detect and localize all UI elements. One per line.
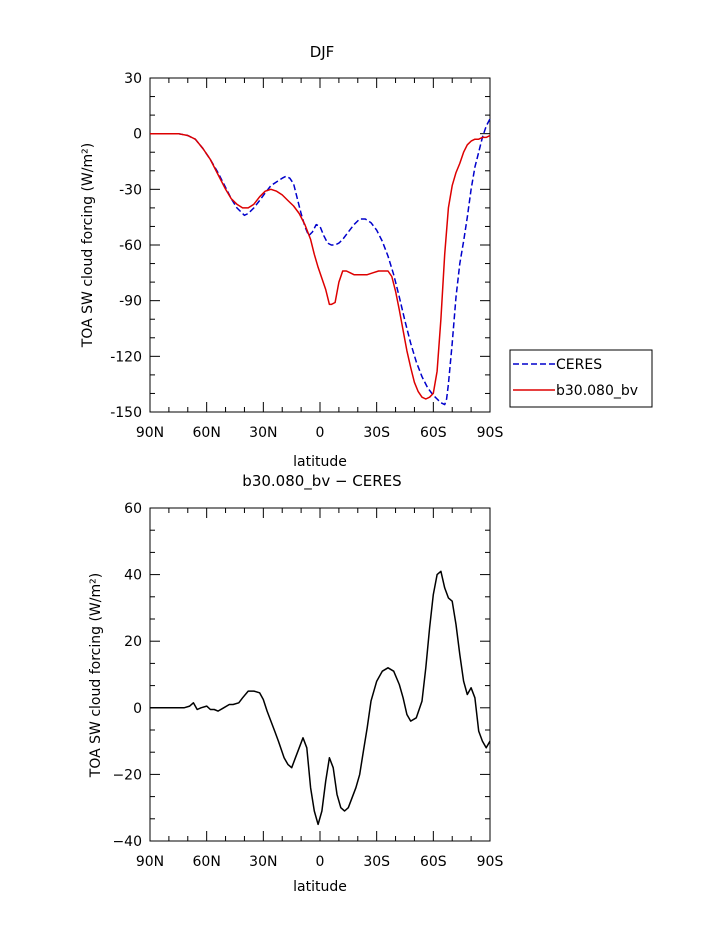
x-tick-label: 60S bbox=[420, 425, 447, 441]
y-tick-label: 60 bbox=[124, 501, 142, 517]
x-tick-label: 0 bbox=[316, 425, 325, 441]
series-line-b30-080-bv bbox=[150, 132, 491, 400]
bottom-ticks bbox=[149, 507, 491, 842]
y-tick-label: −20 bbox=[112, 767, 142, 783]
top-x-axis-label: latitude bbox=[293, 454, 347, 470]
y-tick-label: -120 bbox=[110, 349, 142, 365]
bottom-plot-frame bbox=[149, 507, 491, 842]
y-tick-label: 0 bbox=[133, 127, 142, 143]
x-tick-label: 30S bbox=[363, 425, 390, 441]
legend-label-b30: b30.080_bv bbox=[556, 383, 638, 399]
x-tick-label: 0 bbox=[316, 854, 325, 870]
bottom-y-axis-label: TOA SW cloud forcing (W/m²) bbox=[88, 573, 104, 778]
top-chart-title: DJF bbox=[310, 43, 335, 61]
y-tick-label: -60 bbox=[119, 238, 142, 254]
legend-box bbox=[509, 349, 653, 408]
top-ticks bbox=[149, 77, 491, 413]
y-tick-label: 30 bbox=[124, 71, 142, 87]
x-tick-label: 30N bbox=[249, 854, 277, 870]
series-line-ceres bbox=[150, 118, 491, 406]
top-y-axis-label: TOA SW cloud forcing (W/m²) bbox=[80, 143, 96, 348]
bottom-x-axis-label: latitude bbox=[293, 879, 347, 895]
y-tick-label: -150 bbox=[110, 405, 142, 421]
x-tick-label: 90S bbox=[477, 425, 504, 441]
x-tick-label: 90S bbox=[477, 854, 504, 870]
y-tick-label: −40 bbox=[112, 834, 142, 850]
bottom-panel: b30.080_bv − CERES 90N 60N 30N 0 30S 60S 90S −… bbox=[88, 472, 503, 895]
bottom-chart-title: b30.080_bv − CERES bbox=[242, 472, 401, 491]
top-x-tick-labels: 90N 60N 30N 0 30S 60S 90S bbox=[136, 425, 504, 441]
top-panel: DJF 90N 60N 30N 0 30S 60S 90S -150 -120 -90 -60 -3… bbox=[80, 43, 653, 470]
x-tick-label: 90N bbox=[136, 425, 164, 441]
top-series-lines bbox=[150, 118, 491, 406]
top-legend: CERES b30.080_bv bbox=[509, 349, 653, 408]
y-tick-label: -90 bbox=[119, 294, 142, 310]
bottom-y-tick-labels: −40 −20 0 20 40 60 bbox=[112, 501, 142, 850]
y-tick-label: 40 bbox=[124, 568, 142, 584]
y-tick-label: -30 bbox=[119, 182, 142, 198]
x-tick-label: 60S bbox=[420, 854, 447, 870]
x-tick-label: 60N bbox=[193, 425, 221, 441]
x-tick-label: 30S bbox=[363, 854, 390, 870]
x-tick-label: 60N bbox=[193, 854, 221, 870]
top-y-tick-labels: -150 -120 -90 -60 -30 0 30 bbox=[110, 71, 142, 421]
bottom-x-tick-labels: 90N 60N 30N 0 30S 60S 90S bbox=[136, 854, 504, 870]
legend-label-ceres: CERES bbox=[556, 357, 602, 373]
top-plot-frame bbox=[149, 77, 491, 413]
y-tick-label: 20 bbox=[124, 634, 142, 650]
x-tick-label: 90N bbox=[136, 854, 164, 870]
y-tick-label: 0 bbox=[133, 701, 142, 717]
x-tick-label: 30N bbox=[249, 425, 277, 441]
series-line-difference-1 bbox=[150, 570, 491, 826]
bottom-series-lines bbox=[150, 570, 491, 826]
